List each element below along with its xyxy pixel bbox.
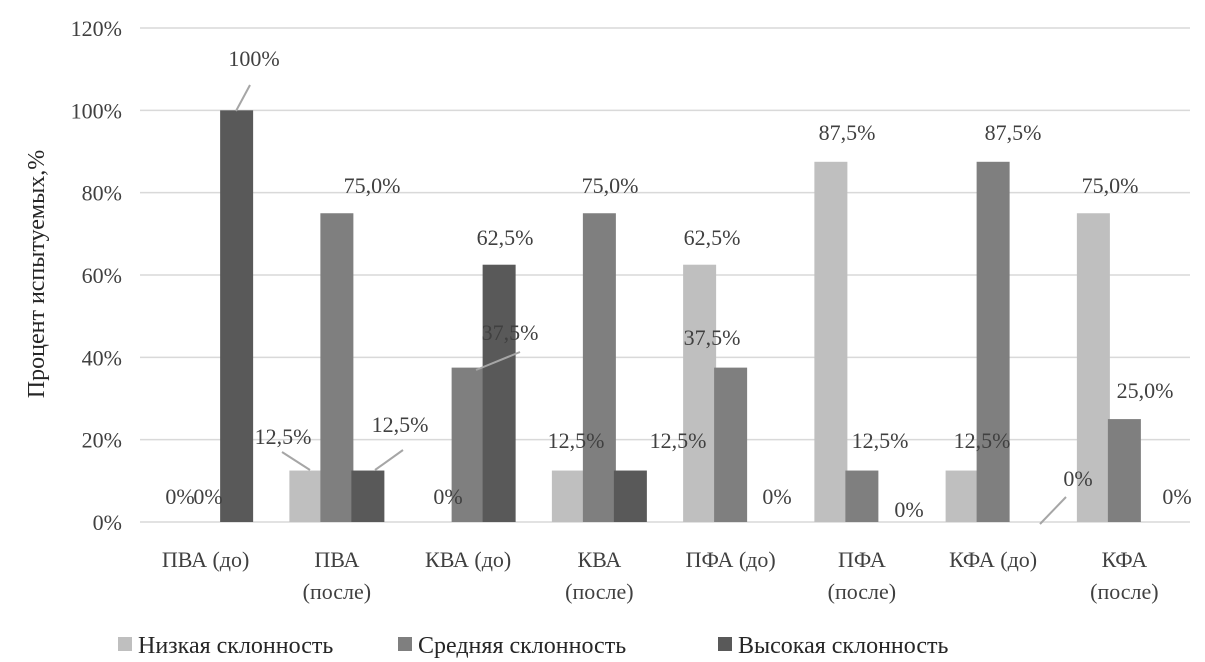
bar (551, 470, 585, 522)
legend: Низкая склонность Средняя склонность Высок… (118, 633, 948, 659)
data-label: 62,5% (684, 225, 741, 250)
data-label: 37,5% (684, 325, 741, 350)
data-label: 12,5% (255, 424, 312, 449)
bars (220, 110, 1141, 522)
data-label: 0% (433, 484, 462, 509)
legend-label: Средняя склонность (418, 633, 626, 659)
bar (482, 264, 516, 522)
y-tick-label: 60% (82, 263, 122, 288)
data-label: 12,5% (650, 428, 707, 453)
leader-line (374, 449, 404, 471)
x-tick-label: ПФА (до) (686, 547, 776, 572)
bar (451, 367, 485, 522)
data-label: 62,5% (477, 225, 534, 250)
data-label: 75,0% (344, 173, 401, 198)
data-label: 100% (228, 46, 279, 71)
bar (289, 470, 323, 522)
y-tick-label: 40% (82, 345, 122, 370)
x-tick-label: КФА (до) (949, 547, 1037, 572)
legend-swatch (398, 637, 412, 651)
bar (814, 161, 848, 522)
leader-line (1039, 496, 1067, 525)
data-label: 12,5% (548, 428, 605, 453)
data-label: 87,5% (819, 120, 876, 145)
bar (845, 470, 879, 522)
y-tick-label: 100% (71, 98, 122, 123)
bar (220, 110, 254, 522)
leader-line (235, 84, 251, 112)
leader-line (475, 351, 521, 371)
data-label: 0% (193, 484, 222, 509)
data-label: 12,5% (852, 428, 909, 453)
legend-label: Высокая склонность (738, 633, 948, 659)
bar (976, 161, 1010, 522)
y-tick-label: 120% (71, 16, 122, 41)
legend-swatch (718, 637, 732, 651)
data-label: 0% (1162, 484, 1191, 509)
legend-label: Низкая склонность (138, 633, 333, 659)
bar (320, 213, 354, 522)
data-labels: 0% 12,5% 0% 12,5% 62,5% 87,5% 12,5% 75,0% 0% 75,0… (165, 46, 1191, 522)
y-tick-label: 80% (82, 181, 122, 206)
y-axis-tick-labels: 0% 20% 40% 60% 80% 100% 120% (71, 16, 122, 535)
gridlines (140, 27, 1190, 523)
data-label: 25,0% (1117, 378, 1174, 403)
data-label: 12,5% (954, 428, 1011, 453)
bar (351, 470, 385, 522)
bar (1076, 213, 1110, 522)
y-tick-label: 20% (82, 428, 122, 453)
leader-line (281, 451, 311, 471)
x-tick-label: КВА (до) (425, 547, 511, 572)
legend-swatch (118, 637, 132, 651)
bar (1107, 419, 1141, 522)
x-tick-label: КФА (после) (1090, 547, 1158, 604)
x-axis-tick-labels: ПВА (до) ПВА (после) КВА (до) КВА (после) ПФА … (162, 547, 1159, 604)
data-label: 12,5% (372, 412, 429, 437)
x-tick-label: ПВА (после) (303, 547, 371, 604)
data-label: 75,0% (582, 173, 639, 198)
x-tick-label: ПВА (до) (162, 547, 249, 572)
bar (714, 367, 748, 522)
y-tick-label: 0% (93, 510, 122, 535)
x-tick-label: ПФА (после) (828, 547, 896, 604)
y-axis-title: Процент испытуемых,% (24, 150, 50, 398)
data-label: 75,0% (1082, 173, 1139, 198)
bar (582, 213, 616, 522)
data-label: 0% (1063, 466, 1092, 491)
data-label: 0% (165, 484, 194, 509)
data-label: 0% (762, 484, 791, 509)
bar (683, 264, 717, 522)
x-tick-label: КВА (после) (565, 547, 633, 604)
data-label: 0% (894, 497, 923, 522)
bar (613, 470, 647, 522)
bar (945, 470, 979, 522)
data-label: 87,5% (985, 120, 1042, 145)
data-label: 37,5% (482, 320, 539, 345)
label-leader-lines (235, 84, 1067, 525)
